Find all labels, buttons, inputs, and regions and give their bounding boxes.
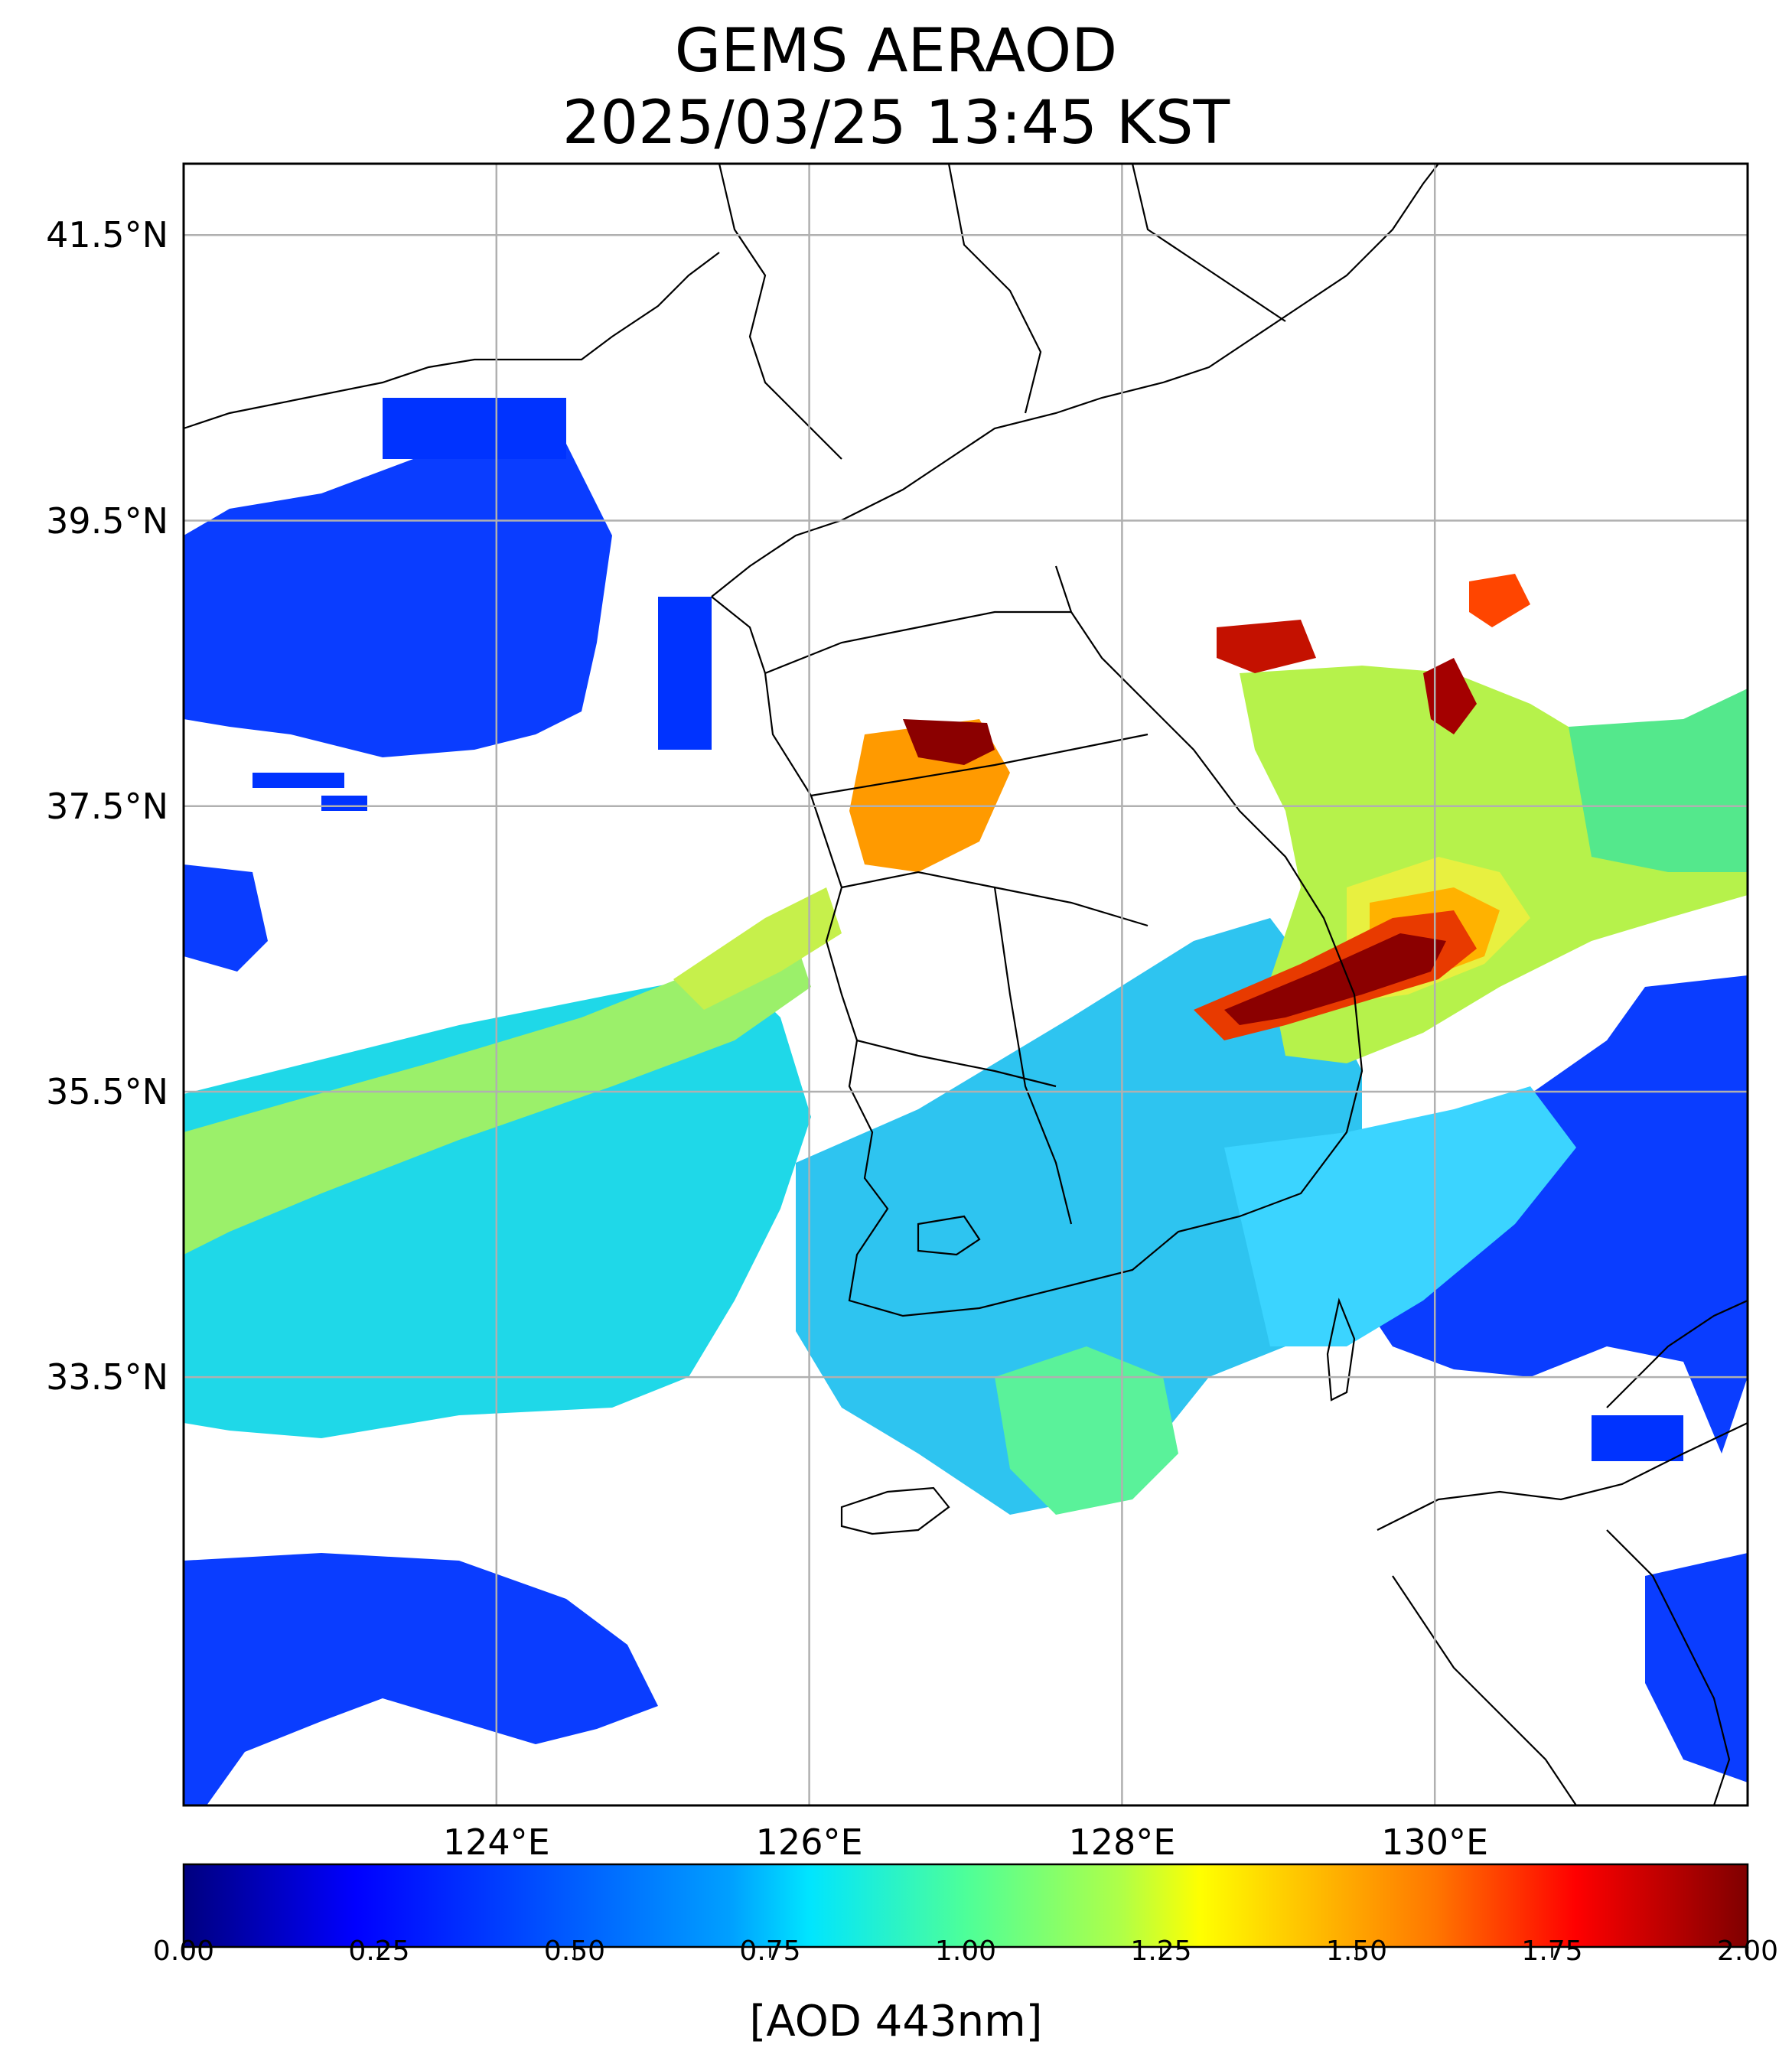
map-title-line2: 2025/03/25 13:45 KST bbox=[562, 89, 1230, 158]
lat-tick-label: 37.5°N bbox=[46, 785, 168, 827]
lon-tick-label: 128°E bbox=[1068, 1821, 1176, 1863]
colorbar-tick-label: 1.75 bbox=[1521, 1935, 1583, 1967]
china-interior-2 bbox=[947, 164, 1042, 414]
admin-border-2 bbox=[993, 887, 1073, 1225]
aod-field bbox=[184, 398, 1748, 1805]
colorbar bbox=[182, 1863, 1749, 1948]
aod-high-region bbox=[849, 574, 1530, 1040]
lon-tick-label: 124°E bbox=[442, 1821, 550, 1863]
map-title-line1: GEMS AERAOD bbox=[674, 17, 1118, 86]
coastlines bbox=[184, 164, 1748, 1805]
lon-tick-label: 126°E bbox=[755, 1821, 863, 1863]
lake-outline bbox=[917, 1215, 981, 1256]
lat-tick-label: 33.5°N bbox=[46, 1356, 168, 1398]
graticule bbox=[184, 164, 1748, 1805]
admin-border-5 bbox=[810, 733, 1149, 797]
colorbar-tick-label: 1.50 bbox=[1325, 1935, 1388, 1967]
jeju-island bbox=[840, 1486, 950, 1535]
lat-tick-label: 41.5°N bbox=[46, 214, 168, 256]
admin-border-4 bbox=[764, 610, 1071, 675]
north-korea-border bbox=[711, 164, 1439, 597]
colorbar-tick-label: 0.50 bbox=[543, 1935, 606, 1967]
colorbar-tick-label: 1.00 bbox=[934, 1935, 997, 1967]
map-frame bbox=[182, 162, 1749, 1807]
lat-tick-label: 39.5°N bbox=[46, 500, 168, 542]
china-interior-3 bbox=[1131, 164, 1286, 322]
china-interior-1 bbox=[718, 164, 842, 460]
colorbar-ticks bbox=[182, 1947, 1749, 1958]
lat-tick-label: 35.5°N bbox=[46, 1070, 168, 1112]
colorbar-tick-label: 0.25 bbox=[348, 1935, 410, 1967]
lon-tick-label: 130°E bbox=[1381, 1821, 1489, 1863]
admin-border-3 bbox=[856, 1039, 1057, 1088]
japan-kyushu bbox=[1377, 1422, 1748, 1805]
china-coast bbox=[184, 252, 720, 430]
tsushima-island bbox=[1326, 1297, 1356, 1402]
aod-low-scatter bbox=[253, 398, 1683, 1461]
colorbar-tick-label: 1.25 bbox=[1130, 1935, 1192, 1967]
colorbar-tick-label: 0.00 bbox=[152, 1935, 215, 1967]
colorbar-label: [AOD 443nm] bbox=[749, 1997, 1043, 2046]
korea-coastline bbox=[711, 565, 1364, 1317]
colorbar-tick-label: 2.00 bbox=[1716, 1935, 1779, 1967]
admin-border-1 bbox=[841, 871, 1149, 927]
colorbar-tick-label: 0.75 bbox=[739, 1935, 801, 1967]
